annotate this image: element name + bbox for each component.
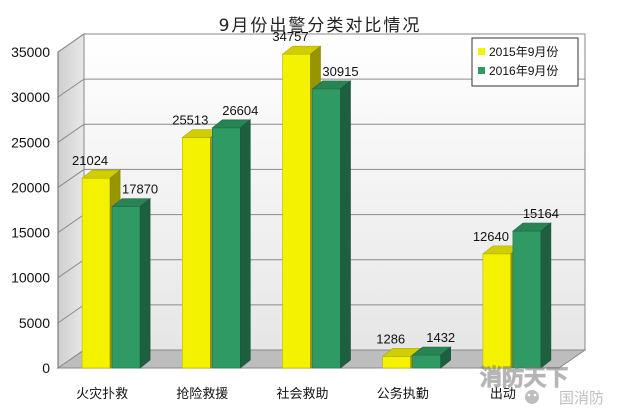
data-label-2016-1: 26604	[222, 103, 258, 118]
gridline	[57, 78, 585, 98]
bar-2016-2	[311, 80, 352, 369]
wechat-icon-dot2	[533, 393, 537, 397]
data-labels: 21024 17870 25513 26604 34757 30915 1286 1432 12…	[72, 29, 559, 346]
y-tick-label: 15000	[11, 225, 50, 241]
category-label-2: 社会救助	[276, 386, 328, 402]
data-label-2015-1: 25513	[172, 113, 208, 128]
category-label-1: 抢险救援	[176, 386, 228, 402]
bars	[81, 45, 552, 369]
gridline	[57, 168, 585, 188]
legend-label-2016: 2016年9月份	[489, 64, 558, 78]
data-label-2016-0: 17870	[122, 182, 158, 197]
legend-swatch-2016	[478, 67, 485, 74]
watermark-line1: 消防天下	[480, 366, 568, 391]
chart-title: 9月份出警分类对比情况	[219, 16, 422, 36]
wechat-icon-dot	[527, 393, 531, 397]
bar-2016-1	[211, 119, 252, 369]
data-label-2016-3: 1432	[426, 330, 455, 345]
data-label-2015-3: 1286	[376, 331, 405, 346]
side-wall	[57, 33, 85, 369]
watermark: 消防天下 国消防	[480, 366, 605, 408]
category-label-4: 出动	[490, 387, 516, 402]
bar-2016-4	[512, 222, 552, 369]
legend-label-2015: 2015年9月份	[489, 45, 558, 59]
data-label-2015-0: 21024	[72, 153, 108, 168]
category-label-3: 公务执勤	[377, 386, 429, 402]
bar-2016-3	[411, 346, 452, 369]
legend-swatch-2015	[478, 48, 485, 55]
data-label-2015-4: 12640	[473, 229, 509, 244]
legend-box	[471, 37, 579, 87]
category-label-0: 火灾扑救	[76, 386, 128, 402]
y-tick-label: 0	[42, 360, 50, 376]
y-tick-label: 30000	[11, 89, 50, 105]
y-tick-label: 10000	[11, 270, 50, 286]
y-tick-label: 5000	[19, 315, 50, 331]
watermark-line2: 国消防	[559, 389, 604, 407]
wechat-icon	[525, 390, 539, 404]
gridline	[57, 33, 585, 53]
legend: 2015年9月份 2016年9月份	[471, 37, 579, 87]
y-axis-ticks: 0 5000 10000 15000 20000 25000 30000 35000	[11, 44, 59, 376]
data-label-2016-2: 30915	[322, 64, 358, 79]
y-tick-label: 20000	[11, 179, 50, 195]
gridline	[57, 123, 585, 143]
bar-2016-0	[111, 198, 151, 369]
data-label-2016-4: 15164	[523, 206, 559, 221]
category-labels: 火灾扑救 抢险救援 社会救助 公务执勤 出动	[76, 386, 516, 402]
y-tick-label: 25000	[11, 134, 50, 150]
data-label-2015-2: 34757	[272, 29, 308, 44]
y-tick-label: 35000	[11, 44, 50, 60]
